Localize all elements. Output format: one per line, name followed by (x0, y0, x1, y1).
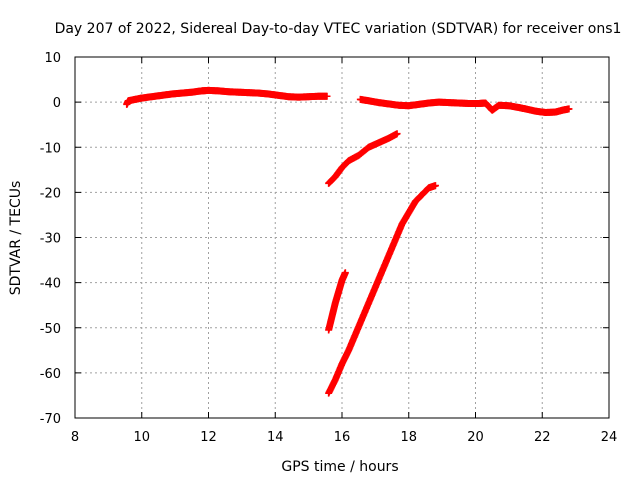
x-axis-label: GPS time / hours (281, 459, 398, 475)
x-tick-label: 16 (334, 430, 351, 445)
chart-title: Day 207 of 2022, Sidereal Day-to-day VTE… (55, 21, 622, 37)
data-series-5 (325, 182, 439, 397)
x-tick-label: 20 (467, 430, 484, 445)
data-points (123, 86, 573, 397)
x-tick-label: 12 (200, 430, 217, 445)
y-axis-label: SDTVAR / TECUs (8, 181, 24, 296)
y-tick-label: -30 (40, 232, 61, 247)
x-tick-label: 14 (267, 430, 284, 445)
data-point (565, 105, 573, 113)
axis-ticks (74, 56, 610, 419)
x-tick-label: 22 (534, 430, 551, 445)
y-tick-labels: -70 -60 -50 -40 -30 -20 -10 0 10 (40, 51, 61, 427)
y-tick-label: 0 (53, 96, 61, 111)
data-point (341, 269, 349, 277)
data-series-3 (325, 130, 401, 187)
y-tick-label: -20 (40, 186, 61, 201)
data-series-2 (356, 95, 573, 117)
x-tick-label: 10 (133, 430, 150, 445)
y-tick-label: -60 (40, 367, 61, 382)
data-series-1 (123, 86, 331, 108)
y-tick-label: -40 (40, 277, 61, 292)
y-tick-label: -70 (40, 412, 61, 427)
data-series-4 (325, 269, 349, 334)
y-tick-label: -10 (40, 141, 61, 156)
x-tick-label: 24 (601, 430, 618, 445)
data-point (393, 130, 401, 138)
data-point (431, 182, 439, 190)
x-tick-label: 8 (71, 430, 79, 445)
y-tick-label: 10 (44, 51, 61, 66)
y-tick-label: -50 (40, 322, 61, 337)
data-point (323, 92, 331, 100)
x-tick-labels: 8 10 12 14 16 18 20 22 24 (71, 430, 617, 445)
x-tick-label: 18 (400, 430, 417, 445)
